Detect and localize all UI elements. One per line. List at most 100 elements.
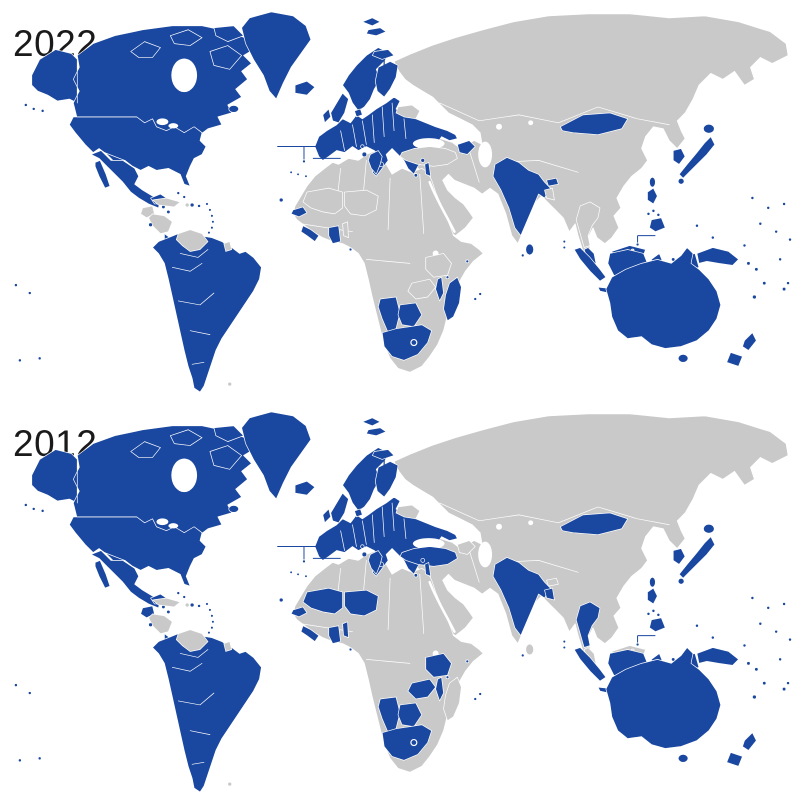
region-canada	[228, 105, 239, 113]
region-pacific-islands	[758, 621, 763, 626]
region-new-zealand	[726, 752, 743, 767]
region-denmark	[354, 508, 363, 518]
region-australia	[605, 247, 722, 349]
region-falkland-islands	[227, 781, 233, 787]
map-decoration	[387, 177, 391, 231]
region-niger	[344, 189, 379, 217]
region-bhutan	[546, 577, 559, 587]
region-svalbard	[371, 49, 395, 60]
region-ireland	[322, 508, 332, 524]
region-canada	[169, 429, 203, 446]
world-map-svg	[13, 411, 792, 793]
region-french-guiana	[223, 641, 233, 652]
map-decoration	[403, 118, 407, 139]
map-decoration	[403, 518, 407, 539]
region-puerto-rico	[197, 604, 201, 608]
region-pacific-islands	[37, 756, 42, 761]
region-finland	[374, 61, 399, 98]
map-decoration	[391, 502, 395, 532]
region-niger	[344, 589, 379, 617]
region-french-guiana	[223, 241, 233, 252]
region-india	[492, 157, 551, 236]
map-decoration	[496, 123, 502, 130]
region-iceland	[294, 80, 316, 96]
region-pacific-islands	[37, 356, 42, 361]
region-thailand	[575, 601, 601, 648]
region-aleutians	[40, 108, 45, 113]
region-mali	[302, 187, 343, 215]
map-decoration	[496, 523, 502, 530]
region-pacific-islands	[778, 657, 783, 662]
region-bahamas	[182, 195, 187, 199]
region-benin	[342, 621, 349, 638]
region-madagascar	[443, 276, 462, 322]
region-pacific-islands	[758, 221, 763, 226]
map-decoration	[191, 361, 205, 365]
region-pacific-islands	[750, 196, 755, 200]
region-thailand	[575, 201, 601, 248]
region-pacific-islands	[788, 237, 792, 242]
region-madagascar	[443, 676, 462, 722]
region-benin	[342, 221, 349, 238]
region-lesser-antilles	[208, 208, 212, 212]
map-decoration	[171, 263, 203, 272]
region-europe	[304, 174, 308, 178]
map-decoration	[428, 180, 456, 233]
region-lesser-antilles	[207, 630, 211, 635]
region-pacific-islands	[786, 281, 790, 286]
region-europe	[296, 572, 300, 576]
map-decoration	[468, 550, 480, 583]
region-japan	[677, 577, 685, 585]
region-canada	[213, 25, 244, 42]
region-mauritius	[473, 297, 478, 301]
region-belarus	[395, 504, 421, 520]
region-new-zealand	[726, 352, 743, 367]
region-sierra-leone-liberia	[300, 625, 320, 642]
region-ghana	[328, 225, 341, 244]
region-venezuela	[175, 629, 209, 652]
region-europe	[302, 559, 306, 564]
map-decoration	[340, 130, 345, 151]
region-sao-tome	[348, 647, 353, 652]
region-mauritius	[473, 697, 478, 701]
region-lesser-antilles	[210, 625, 214, 630]
region-mauritius	[478, 292, 483, 296]
world-map-svg	[13, 11, 792, 393]
map-decoration	[168, 523, 179, 529]
region-dominican-republic	[189, 602, 195, 608]
map-decoration	[365, 659, 411, 664]
region-philippines	[649, 617, 666, 633]
map-decoration	[387, 577, 391, 631]
map-decoration	[528, 520, 534, 526]
region-zambia	[407, 278, 436, 300]
region-pacific-islands	[695, 623, 699, 628]
region-pacific-islands	[635, 642, 640, 647]
region-pacific-islands	[774, 229, 779, 234]
region-jamaica	[166, 609, 171, 615]
region-south-africa	[381, 324, 433, 361]
map-decoration	[412, 538, 445, 550]
map-decoration	[371, 514, 375, 543]
region-south-korea	[672, 548, 686, 565]
region-papua-new-guinea	[696, 247, 739, 266]
region-iceland	[294, 480, 316, 496]
region-dominican-republic	[189, 202, 195, 208]
region-lesotho	[410, 338, 418, 347]
region-el-salvador	[148, 222, 153, 228]
map-decoration	[171, 663, 203, 672]
region-tunisia	[367, 150, 383, 175]
region-sri-lanka	[525, 643, 534, 656]
region-canada	[169, 29, 203, 46]
map-decoration	[352, 124, 357, 147]
region-lesser-antilles	[207, 230, 211, 235]
map-decoration	[189, 730, 211, 735]
region-vanuatu	[762, 281, 767, 286]
region-usa	[69, 516, 207, 587]
region-lesser-antilles	[205, 602, 209, 606]
region-bhutan	[546, 177, 559, 187]
map-decoration	[168, 123, 179, 129]
region-svalbard	[371, 449, 395, 460]
region-seychelles	[465, 259, 470, 264]
region-tanzania	[425, 253, 452, 278]
region-pacific-islands	[17, 358, 22, 363]
